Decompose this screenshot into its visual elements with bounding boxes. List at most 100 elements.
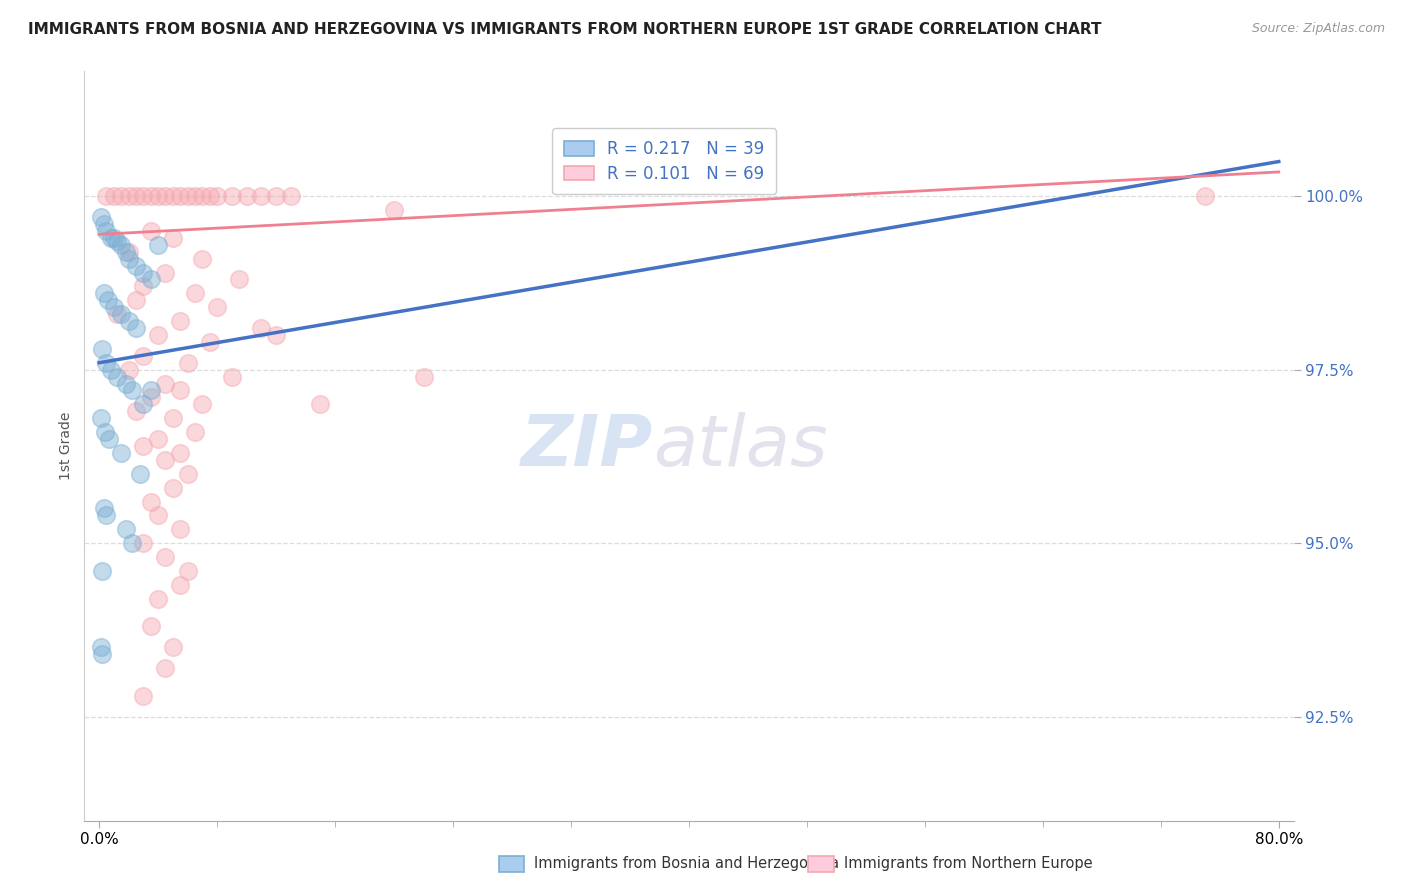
- Point: [93, 501, 115, 516]
- Point: [117, 314, 139, 328]
- Point: [132, 279, 155, 293]
- Point: [176, 564, 198, 578]
- Point: [96, 224, 118, 238]
- Point: [132, 189, 155, 203]
- Point: [114, 376, 136, 391]
- Point: [117, 244, 139, 259]
- Point: [221, 369, 243, 384]
- Point: [221, 189, 243, 203]
- Point: [100, 231, 122, 245]
- Point: [96, 356, 118, 370]
- Point: [176, 467, 198, 481]
- Point: [100, 362, 122, 376]
- Point: [191, 397, 214, 411]
- Point: [146, 189, 169, 203]
- Text: ZIP: ZIP: [520, 411, 652, 481]
- Point: [169, 522, 191, 536]
- Point: [125, 259, 148, 273]
- Point: [90, 411, 112, 425]
- Point: [309, 397, 332, 411]
- Point: [184, 286, 207, 301]
- Point: [162, 481, 184, 495]
- Point: [205, 300, 228, 314]
- Point: [93, 286, 115, 301]
- Point: [90, 640, 112, 655]
- Point: [146, 508, 169, 523]
- Point: [169, 189, 191, 203]
- Text: atlas: atlas: [652, 411, 827, 481]
- Point: [91, 342, 114, 356]
- Point: [162, 189, 184, 203]
- Point: [110, 189, 132, 203]
- Point: [114, 244, 136, 259]
- Point: [155, 549, 177, 564]
- Point: [146, 237, 169, 252]
- Point: [114, 522, 136, 536]
- Point: [125, 189, 148, 203]
- Point: [132, 349, 155, 363]
- Point: [280, 189, 302, 203]
- Point: [96, 508, 118, 523]
- Point: [121, 384, 143, 398]
- Point: [91, 564, 114, 578]
- Point: [97, 293, 120, 308]
- Point: [139, 391, 162, 405]
- Point: [155, 376, 177, 391]
- Point: [132, 266, 155, 280]
- Point: [105, 235, 128, 249]
- Point: [412, 369, 434, 384]
- Point: [169, 446, 191, 460]
- Point: [94, 425, 117, 439]
- Point: [110, 446, 132, 460]
- Point: [105, 369, 128, 384]
- Point: [139, 384, 162, 398]
- Point: [103, 300, 125, 314]
- Point: [139, 189, 162, 203]
- Point: [205, 189, 228, 203]
- Point: [155, 661, 177, 675]
- Point: [132, 689, 155, 703]
- Point: [264, 189, 287, 203]
- Point: [103, 231, 125, 245]
- Point: [184, 189, 207, 203]
- Point: [176, 189, 198, 203]
- Text: IMMIGRANTS FROM BOSNIA AND HERZEGOVINA VS IMMIGRANTS FROM NORTHERN EUROPE 1ST GR: IMMIGRANTS FROM BOSNIA AND HERZEGOVINA V…: [28, 22, 1102, 37]
- Point: [117, 252, 139, 266]
- Point: [96, 189, 118, 203]
- Point: [235, 189, 257, 203]
- Y-axis label: 1st Grade: 1st Grade: [59, 412, 73, 480]
- Point: [139, 494, 162, 508]
- Point: [139, 619, 162, 633]
- Legend: R = 0.217   N = 39, R = 0.101   N = 69: R = 0.217 N = 39, R = 0.101 N = 69: [553, 128, 776, 194]
- Point: [1194, 189, 1216, 203]
- Point: [98, 432, 121, 446]
- Point: [169, 578, 191, 592]
- Point: [228, 272, 250, 286]
- Point: [184, 425, 207, 439]
- Point: [90, 210, 112, 224]
- Point: [110, 237, 132, 252]
- Point: [139, 272, 162, 286]
- Point: [125, 321, 148, 335]
- Point: [117, 189, 139, 203]
- Point: [264, 328, 287, 343]
- Point: [132, 397, 155, 411]
- Point: [139, 224, 162, 238]
- Point: [125, 404, 148, 418]
- Point: [169, 384, 191, 398]
- Point: [155, 453, 177, 467]
- Point: [93, 217, 115, 231]
- Text: Source: ZipAtlas.com: Source: ZipAtlas.com: [1251, 22, 1385, 36]
- Point: [250, 321, 273, 335]
- Point: [132, 536, 155, 550]
- Text: Immigrants from Northern Europe: Immigrants from Northern Europe: [844, 856, 1092, 871]
- Point: [146, 591, 169, 606]
- Point: [105, 307, 128, 321]
- Point: [91, 647, 114, 661]
- Point: [198, 189, 221, 203]
- Point: [176, 356, 198, 370]
- Point: [125, 293, 148, 308]
- Point: [129, 467, 152, 481]
- Point: [162, 640, 184, 655]
- Point: [155, 266, 177, 280]
